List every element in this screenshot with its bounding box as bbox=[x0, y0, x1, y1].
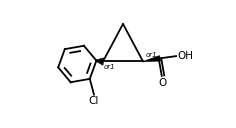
Text: O: O bbox=[159, 78, 167, 88]
Text: or1: or1 bbox=[146, 52, 157, 58]
Text: or1: or1 bbox=[104, 64, 115, 70]
Text: Cl: Cl bbox=[89, 96, 99, 106]
Polygon shape bbox=[143, 56, 160, 61]
Text: OH: OH bbox=[177, 51, 193, 61]
